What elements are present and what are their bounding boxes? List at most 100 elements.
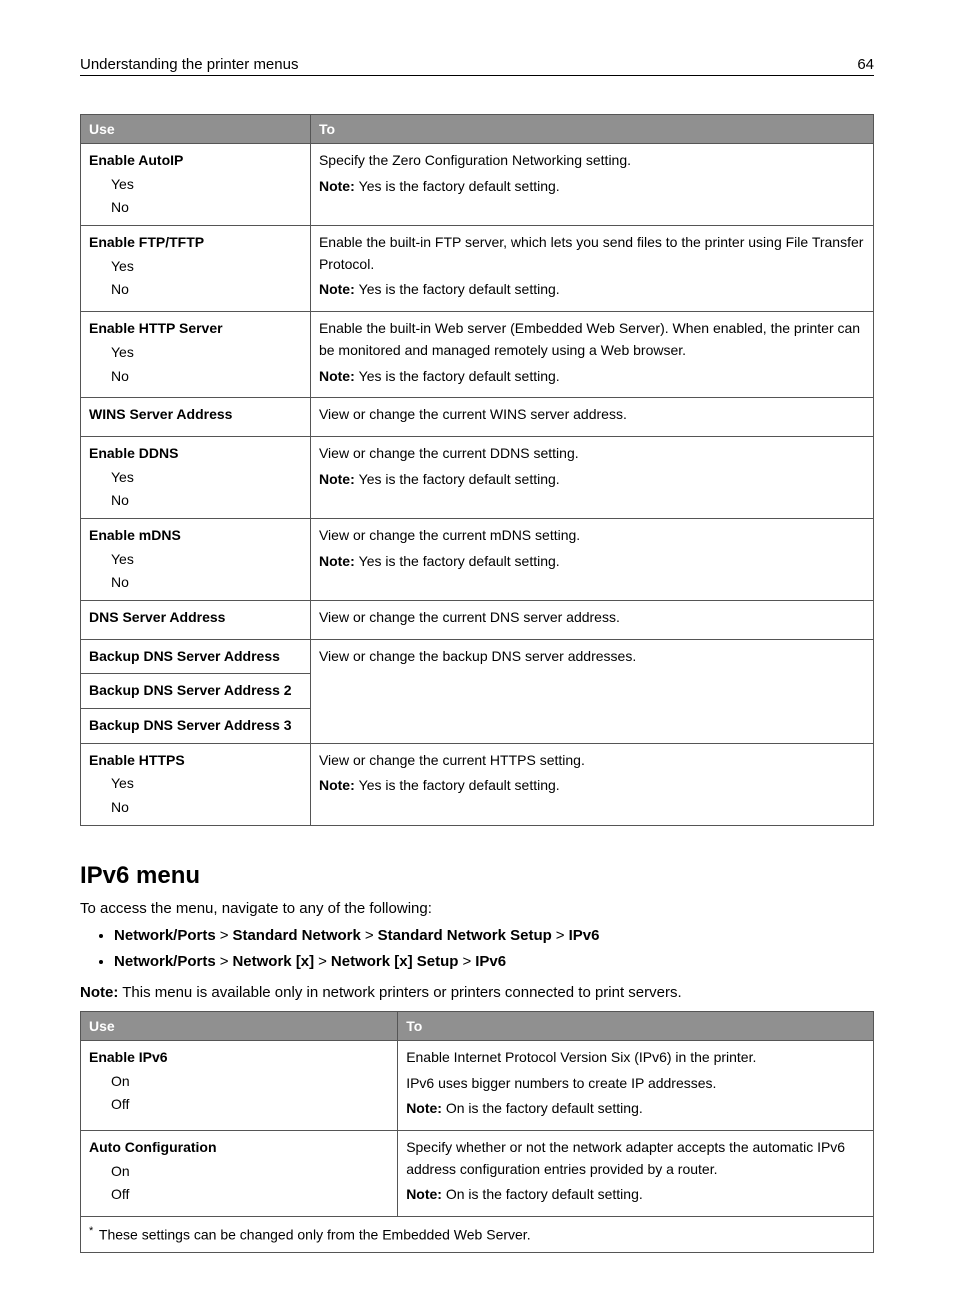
description-text: View or change the current mDNS setting. [319, 525, 865, 547]
option-title: Auto Configuration [89, 1137, 389, 1159]
header-title: Understanding the printer menus [80, 56, 298, 73]
chevron-right-icon: > [220, 953, 229, 970]
description-text: IPv6 uses bigger numbers to create IP ad… [406, 1073, 865, 1095]
table-row: Backup DNS Server Address View or change … [81, 639, 874, 674]
option-value: Yes [111, 174, 302, 196]
description-text: View or change the current DNS server ad… [319, 607, 865, 629]
nav-path-list: Network/Ports>Standard Network>Standard … [80, 925, 874, 974]
option-value: Yes [111, 256, 302, 278]
description-cell: View or change the current DNS server ad… [310, 601, 873, 640]
option-cell: DNS Server Address [81, 601, 311, 640]
option-cell: Enable AutoIPYesNo [81, 144, 311, 226]
description-text: Specify the Zero Configuration Networkin… [319, 150, 865, 172]
option-cell: Enable IPv6OnOff [81, 1040, 398, 1130]
option-cell: Enable HTTP ServerYesNo [81, 312, 311, 398]
option-cell: WINS Server Address [81, 398, 311, 437]
header-page-number: 64 [857, 56, 874, 73]
option-list: YesNo [111, 342, 302, 387]
option-value: Yes [111, 342, 302, 364]
option-title: Enable IPv6 [89, 1047, 389, 1069]
description-cell: Specify the Zero Configuration Networkin… [310, 144, 873, 226]
chevron-right-icon: > [220, 927, 229, 944]
description-text: Enable the built-in FTP server, which le… [319, 232, 865, 275]
table-row: Auto ConfigurationOnOff Specify whether o… [81, 1130, 874, 1216]
description-text: View or change the current DDNS setting. [319, 443, 865, 465]
option-value: On [111, 1161, 389, 1183]
option-value: No [111, 797, 302, 819]
table-row: Enable HTTPSYesNo View or change the curr… [81, 743, 874, 825]
description-note: Note: Yes is the factory default setting… [319, 279, 865, 301]
option-list: YesNo [111, 773, 302, 818]
option-cell: Backup DNS Server Address [81, 639, 311, 674]
option-cell: Backup DNS Server Address 3 [81, 709, 311, 744]
option-title: Enable mDNS [89, 525, 302, 547]
nav-path-segment: Network/Ports [114, 927, 216, 944]
note-label: Note: [319, 471, 359, 487]
description-text: Enable the built-in Web server (Embedded… [319, 318, 865, 361]
menu-table-tcpip: UseToEnable AutoIPYesNo Specify the Zero … [80, 114, 874, 826]
description-text: View or change the current WINS server a… [319, 404, 865, 426]
column-header: Use [81, 115, 311, 144]
option-value: Yes [111, 773, 302, 795]
table-row: Enable HTTP ServerYesNoEnable the built-… [81, 312, 874, 398]
option-value: No [111, 279, 302, 301]
chevron-right-icon: > [556, 927, 565, 944]
option-title: DNS Server Address [89, 607, 302, 629]
description-cell: Enable the built-in Web server (Embedded… [310, 312, 873, 398]
description-note: Note: On is the factory default setting. [406, 1184, 865, 1206]
note-label: Note: [406, 1186, 446, 1202]
note-text: This menu is available only in network p… [122, 984, 681, 1001]
option-value: No [111, 366, 302, 388]
option-list: YesNo [111, 174, 302, 219]
nav-path: Network/Ports>Network [x]>Network [x] Se… [114, 951, 874, 974]
description-cell: Enable the built-in FTP server, which le… [310, 226, 873, 312]
description-note: Note: Yes is the factory default setting… [319, 366, 865, 388]
description-note: Note: Yes is the factory default setting… [319, 551, 865, 573]
option-title: Backup DNS Server Address 3 [89, 715, 302, 737]
note-label: Note: [319, 281, 359, 297]
chevron-right-icon: > [318, 953, 327, 970]
description-text: View or change the current HTTPS setting… [319, 750, 865, 772]
option-value: No [111, 572, 302, 594]
option-cell: Enable mDNSYesNo [81, 518, 311, 600]
nav-path-segment: Standard Network Setup [378, 927, 552, 944]
option-value: Yes [111, 549, 302, 571]
option-value: Off [111, 1184, 389, 1206]
description-cell: View or change the current mDNS setting.… [310, 518, 873, 600]
description-cell: View or change the current DDNS setting.… [310, 436, 873, 518]
table-row: WINS Server Address View or change the cu… [81, 398, 874, 437]
page-header: Understanding the printer menus 64 [80, 56, 874, 76]
option-cell: Enable FTP/TFTPYesNo [81, 226, 311, 312]
option-title: Enable FTP/TFTP [89, 232, 302, 254]
description-cell: Specify whether or not the network adapt… [398, 1130, 874, 1216]
option-value: On [111, 1071, 389, 1093]
option-title: Enable HTTPS [89, 750, 302, 772]
option-value: Yes [111, 467, 302, 489]
column-header: To [310, 115, 873, 144]
table-row: DNS Server Address View or change the cur… [81, 601, 874, 640]
column-header: To [398, 1011, 874, 1040]
note-label: Note: [80, 984, 118, 1001]
option-list: OnOff [111, 1071, 389, 1116]
description-note: Note: Yes is the factory default setting… [319, 775, 865, 797]
description-note: Note: On is the factory default setting. [406, 1098, 865, 1120]
section-intro: To access the menu, navigate to any of t… [80, 900, 874, 917]
option-value: Off [111, 1094, 389, 1116]
note-label: Note: [319, 553, 359, 569]
nav-path-segment: IPv6 [475, 953, 506, 970]
note-label: Note: [406, 1100, 446, 1116]
option-title: Enable HTTP Server [89, 318, 302, 340]
description-text: View or change the backup DNS server add… [319, 646, 865, 668]
menu-table-ipv6: UseToEnable IPv6OnOffEnable Internet Pro… [80, 1011, 874, 1253]
nav-path-segment: Standard Network [232, 927, 360, 944]
description-cell: View or change the current WINS server a… [310, 398, 873, 437]
option-list: YesNo [111, 467, 302, 512]
option-cell: Enable DDNSYesNo [81, 436, 311, 518]
table-row: Enable AutoIPYesNo Specify the Zero Confi… [81, 144, 874, 226]
nav-path-segment: IPv6 [569, 927, 600, 944]
option-cell: Backup DNS Server Address 2 [81, 674, 311, 709]
note-label: Note: [319, 777, 359, 793]
table-row: Enable IPv6OnOffEnable Internet Protocol… [81, 1040, 874, 1130]
nav-path-segment: Network [x] [232, 953, 314, 970]
section-note: Note: This menu is available only in net… [80, 984, 874, 1001]
